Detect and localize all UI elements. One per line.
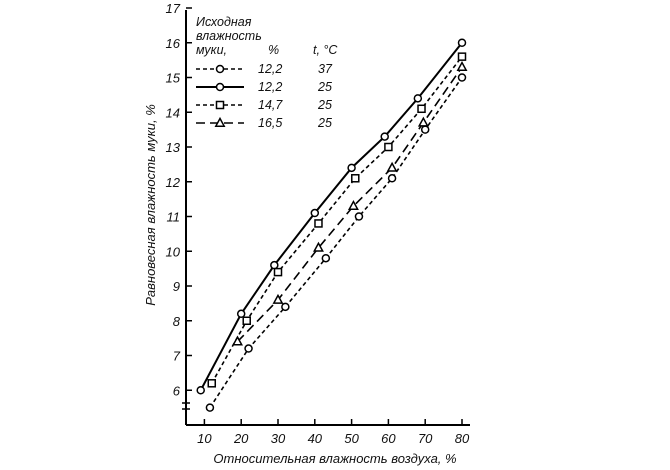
x-tick-label: 40 xyxy=(308,431,323,446)
data-point-triangle xyxy=(386,161,398,172)
data-point-triangle xyxy=(272,293,284,304)
legend-temp: 37 xyxy=(318,62,333,76)
data-point-triangle xyxy=(456,61,468,72)
series-line xyxy=(199,42,463,391)
data-point-circle xyxy=(236,309,246,319)
legend-marker-circle xyxy=(215,82,225,92)
y-tick-label: 7 xyxy=(173,349,181,364)
ticks: 6 7 8 9 10 11 12 13 14 15 16 17 10 20 30 40 50 60 70 80 xyxy=(166,1,470,446)
series-layer xyxy=(196,38,468,412)
data-point-circle xyxy=(310,208,320,218)
data-point-square xyxy=(351,174,360,183)
legend-marker-circle xyxy=(215,64,225,74)
data-point-circle xyxy=(205,403,215,412)
data-point-triangle xyxy=(313,241,324,252)
x-tick-label: 10 xyxy=(197,431,212,446)
legend-col-moisture: % xyxy=(268,43,279,57)
data-point-square xyxy=(417,104,426,114)
y-tick-label: 16 xyxy=(166,36,181,51)
y-axis-title: Равновесная влажность муки, % xyxy=(143,104,158,306)
data-point-circle xyxy=(196,386,205,395)
x-axis-title: Относительная влажность воздуха, % xyxy=(213,451,456,466)
y-tick-label: 13 xyxy=(166,140,181,155)
y-tick-label: 6 xyxy=(173,383,181,398)
data-point-square xyxy=(273,267,283,277)
data-point-square xyxy=(384,142,393,152)
legend-row: 16,5 25 xyxy=(196,116,332,130)
legend-rows: 12,2 37 12,2 25 14,7 25 16,5 25 xyxy=(196,62,333,130)
y-tick-label: 10 xyxy=(166,244,181,259)
data-point-circle xyxy=(380,132,389,141)
series-1 xyxy=(205,73,467,412)
legend-title-line2: влажность xyxy=(196,29,262,43)
series-4 xyxy=(232,61,468,346)
x-tick-label: 50 xyxy=(344,431,359,446)
legend-row: 12,2 25 xyxy=(196,80,332,94)
x-tick-label: 80 xyxy=(455,431,470,446)
series-3 xyxy=(207,52,467,388)
data-point-circle xyxy=(281,302,290,312)
data-point-triangle xyxy=(347,200,359,211)
data-point-square xyxy=(314,219,323,228)
legend: Исходная влажность муки, % t, °C 12,2 371… xyxy=(196,15,338,130)
legend-temp: 25 xyxy=(317,98,332,112)
data-point-circle xyxy=(347,163,356,173)
y-tick-label: 9 xyxy=(173,279,180,294)
series-line xyxy=(209,77,463,409)
legend-col-temp: t, °C xyxy=(313,43,338,57)
legend-temp: 25 xyxy=(317,80,332,94)
y-tick-label: 8 xyxy=(173,314,181,329)
legend-moisture: 14,7 xyxy=(258,98,283,112)
data-point-square xyxy=(207,379,217,388)
data-point-triangle xyxy=(232,335,243,346)
data-point-square xyxy=(457,52,467,61)
data-point-circle xyxy=(457,38,467,47)
data-point-circle xyxy=(321,253,331,263)
legend-moisture: 12,2 xyxy=(258,80,282,94)
x-tick-label: 30 xyxy=(271,431,286,446)
data-point-circle xyxy=(270,260,279,270)
x-tick-label: 60 xyxy=(381,431,396,446)
data-point-circle xyxy=(420,125,430,134)
data-point-triangle xyxy=(417,116,429,127)
series-line xyxy=(211,56,463,384)
y-tick-label: 11 xyxy=(167,210,181,225)
legend-title-line1: Исходная xyxy=(196,15,252,29)
series-2 xyxy=(196,38,467,395)
data-point-circle xyxy=(457,73,467,82)
data-point-circle xyxy=(354,212,364,221)
x-tick-label: 70 xyxy=(418,431,433,446)
y-tick-label: 12 xyxy=(166,175,181,190)
data-point-circle xyxy=(387,174,397,183)
y-tick-label: 14 xyxy=(166,105,180,120)
data-point-circle xyxy=(244,344,253,353)
data-point-circle xyxy=(413,94,423,103)
legend-temp: 25 xyxy=(317,116,332,130)
legend-moisture: 12,2 xyxy=(258,62,282,76)
legend-moisture: 16,5 xyxy=(258,116,282,130)
data-point-square xyxy=(242,316,251,325)
legend-row: 14,7 25 xyxy=(196,98,332,112)
legend-marker-triangle xyxy=(214,116,226,127)
legend-row: 12,2 37 xyxy=(196,62,333,76)
legend-marker-square xyxy=(215,100,225,110)
legend-title-line3: муки, xyxy=(196,43,227,57)
x-tick-label: 20 xyxy=(233,431,249,446)
y-tick-label: 17 xyxy=(166,1,181,16)
y-tick-label: 15 xyxy=(166,71,181,86)
